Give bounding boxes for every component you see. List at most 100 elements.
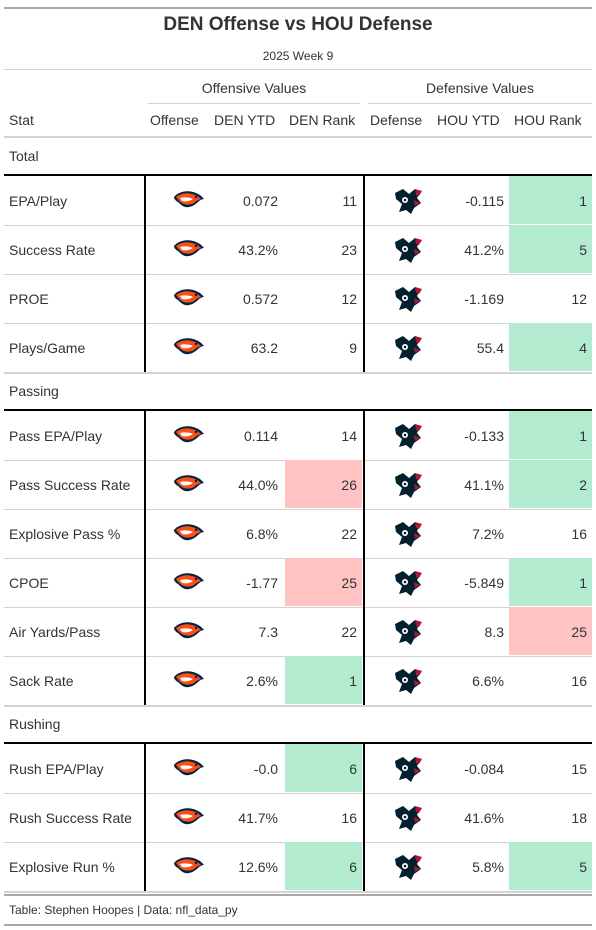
table-title: DEN Offense vs HOU Defense bbox=[163, 14, 433, 35]
den-ytd-value: 44.0% bbox=[238, 477, 278, 493]
hou-ytd-value: 6.6% bbox=[472, 673, 504, 689]
stat-label: Plays/Game bbox=[9, 340, 86, 356]
hou-rank-value: 1 bbox=[579, 428, 587, 444]
broncos-logo-icon bbox=[172, 336, 206, 358]
hou-rank-highlight bbox=[509, 176, 592, 224]
texans-logo-icon bbox=[394, 852, 424, 882]
col-header-den-rank: DEN Rank bbox=[289, 112, 356, 128]
row-divider bbox=[4, 274, 592, 275]
den-rank-value: 26 bbox=[341, 477, 357, 493]
stat-label: PROE bbox=[9, 291, 49, 307]
hou-ytd-value: 41.6% bbox=[464, 810, 504, 826]
title-divider bbox=[4, 69, 592, 70]
hou-rank-highlight bbox=[509, 607, 592, 655]
broncos-logo-icon bbox=[172, 571, 206, 593]
stat-label: Explosive Run % bbox=[9, 859, 115, 875]
header-divider bbox=[4, 136, 592, 138]
col-header-offense: Offense bbox=[150, 112, 199, 128]
den-rank-highlight bbox=[285, 744, 362, 792]
hou-ytd-value: 5.8% bbox=[472, 859, 504, 875]
den-rank-value: 1 bbox=[349, 673, 357, 689]
row-divider bbox=[4, 323, 592, 324]
spanner-defensive-values: Defensive Values bbox=[426, 80, 534, 96]
hou-rank-value: 16 bbox=[571, 673, 587, 689]
den-rank-value: 9 bbox=[349, 340, 357, 356]
group-label-total: Total bbox=[9, 148, 39, 164]
hou-rank-value: 12 bbox=[571, 291, 587, 307]
hou-rank-value: 5 bbox=[579, 859, 587, 875]
den-ytd-value: 0.114 bbox=[244, 428, 278, 444]
stat-label: EPA/Play bbox=[9, 193, 68, 209]
stat-label: CPOE bbox=[9, 575, 49, 591]
hou-ytd-value: -0.133 bbox=[464, 428, 504, 444]
offense-defense-divider bbox=[363, 742, 365, 891]
col-header-stat: Stat bbox=[9, 112, 34, 128]
stat-label: Pass Success Rate bbox=[9, 477, 131, 493]
den-rank-value: 14 bbox=[341, 428, 357, 444]
hou-rank-value: 1 bbox=[579, 193, 587, 209]
hou-rank-highlight bbox=[509, 323, 592, 371]
group-bottom-rule bbox=[4, 705, 592, 707]
texans-logo-icon bbox=[394, 803, 424, 833]
den-rank-value: 6 bbox=[349, 761, 357, 777]
broncos-logo-icon bbox=[172, 287, 206, 309]
broncos-logo-icon bbox=[172, 620, 206, 642]
broncos-logo-icon bbox=[172, 757, 206, 779]
den-ytd-value: 41.7% bbox=[238, 810, 278, 826]
hou-rank-value: 15 bbox=[571, 761, 587, 777]
texans-logo-icon bbox=[394, 470, 424, 500]
bottom-border bbox=[4, 894, 592, 896]
footer-border bbox=[4, 924, 592, 926]
hou-rank-highlight bbox=[509, 225, 592, 273]
spanner-defensive-line bbox=[368, 103, 592, 104]
den-rank-highlight bbox=[285, 460, 362, 508]
den-rank-value: 6 bbox=[349, 859, 357, 875]
texans-logo-icon bbox=[394, 617, 424, 647]
hou-ytd-value: -0.115 bbox=[465, 193, 504, 209]
offense-defense-divider bbox=[363, 409, 365, 705]
den-ytd-value: 7.3 bbox=[258, 624, 278, 640]
hou-ytd-value: -0.084 bbox=[464, 761, 504, 777]
den-rank-value: 11 bbox=[342, 193, 357, 209]
den-rank-highlight bbox=[285, 656, 362, 704]
stat-label: Success Rate bbox=[9, 242, 96, 258]
broncos-logo-icon bbox=[172, 806, 206, 828]
offense-left-border bbox=[144, 409, 146, 705]
hou-ytd-value: 8.3 bbox=[484, 624, 504, 640]
row-divider bbox=[4, 509, 592, 510]
texans-logo-icon bbox=[394, 519, 424, 549]
col-header-defense: Defense bbox=[370, 112, 423, 128]
den-ytd-value: 0.072 bbox=[242, 193, 278, 209]
den-rank-value: 22 bbox=[341, 526, 357, 542]
group-bottom-rule bbox=[4, 891, 592, 893]
texans-logo-icon bbox=[394, 421, 424, 451]
offense-left-border bbox=[144, 742, 146, 891]
group-bottom-rule bbox=[4, 372, 592, 374]
hou-rank-highlight bbox=[509, 460, 592, 508]
texans-logo-icon bbox=[394, 235, 424, 265]
texans-logo-icon bbox=[394, 666, 424, 696]
broncos-logo-icon bbox=[172, 855, 206, 877]
hou-ytd-value: 55.4 bbox=[476, 340, 504, 356]
hou-rank-value: 2 bbox=[579, 477, 587, 493]
texans-logo-icon bbox=[394, 333, 424, 363]
stat-label: Rush Success Rate bbox=[9, 810, 132, 826]
group-label-rushing: Rushing bbox=[9, 716, 61, 732]
spanner-offensive-line bbox=[148, 103, 360, 104]
hou-rank-highlight bbox=[509, 842, 592, 890]
hou-rank-value: 5 bbox=[579, 242, 587, 258]
group-top-rule bbox=[4, 409, 592, 411]
broncos-logo-icon bbox=[172, 424, 206, 446]
broncos-logo-icon bbox=[172, 189, 206, 211]
broncos-logo-icon bbox=[172, 522, 206, 544]
broncos-logo-icon bbox=[172, 473, 206, 495]
texans-logo-icon bbox=[394, 186, 424, 216]
hou-ytd-value: 7.2% bbox=[472, 526, 504, 542]
col-header-hou-ytd: HOU YTD bbox=[437, 112, 500, 128]
broncos-logo-icon bbox=[172, 669, 206, 691]
den-ytd-value: 43.2% bbox=[238, 242, 278, 258]
group-label-passing: Passing bbox=[9, 383, 59, 399]
table-source-note: Table: Stephen Hoopes | Data: nfl_data_p… bbox=[9, 903, 238, 917]
hou-rank-value: 16 bbox=[571, 526, 587, 542]
